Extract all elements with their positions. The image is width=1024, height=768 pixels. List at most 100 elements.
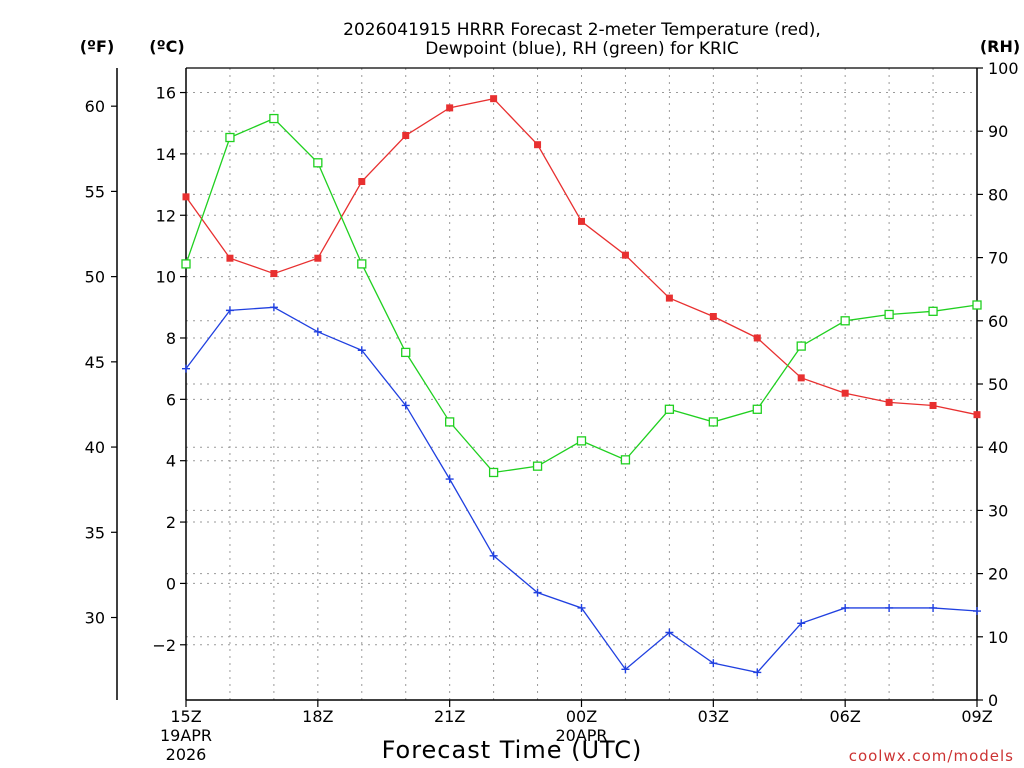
dewpoint-point [225, 306, 234, 315]
fahrenheit-tick-label: 60 [85, 97, 105, 116]
dewpoint-point [797, 619, 806, 628]
temperature-point [621, 251, 629, 259]
axes [116, 67, 978, 701]
dewpoint-point [841, 603, 850, 612]
temperature-point [665, 294, 673, 302]
rh-tick-label: 10 [988, 628, 1008, 647]
rh-point [269, 113, 279, 124]
dewpoint-point [489, 551, 498, 560]
rh-unit-label: (RH) [980, 37, 1020, 56]
rh-point [313, 158, 323, 168]
chart-title-line-1: 2026041915 HRRR Forecast 2-meter Tempera… [343, 20, 821, 40]
x-tick-label: 18Z [302, 707, 333, 726]
dewpoint-point [269, 303, 278, 312]
x-tick-date: 20APR [555, 726, 607, 745]
rh-point [576, 436, 587, 446]
grid-lines [186, 68, 977, 700]
temperature-point [534, 141, 542, 149]
rh-point [972, 300, 982, 310]
dewpoint-point [577, 603, 586, 612]
x-tick-date: 19APR [160, 726, 212, 745]
fahrenheit-tick-label: 40 [85, 438, 105, 457]
temperature-point [753, 334, 761, 342]
dewpoint-point [445, 475, 454, 484]
x-tick-label: 06Z [830, 707, 861, 726]
fahrenheit-tick-label: 30 [85, 609, 105, 628]
rh-point [532, 461, 543, 471]
fahrenheit-tick-label: 35 [85, 523, 105, 542]
celsius-tick-label: 0 [166, 574, 176, 593]
dewpoint-point [929, 603, 938, 612]
rh-tick-label: 80 [988, 185, 1008, 204]
celsius-unit-label: (ºC) [149, 37, 184, 56]
temperature-point [578, 217, 585, 225]
rh-point [752, 404, 762, 414]
dewpoint-point [533, 588, 542, 597]
rh-tick-label: 30 [988, 501, 1008, 520]
rh-point [708, 417, 718, 427]
chart-title-line-2: Dewpoint (blue), RH (green) for KRIC [425, 39, 738, 59]
x-tick-label: 21Z [434, 707, 465, 726]
x-tick-label: 00Z [566, 707, 597, 726]
x-axis-label: Forecast Time (UTC) [382, 736, 643, 764]
data-series [181, 95, 982, 677]
temperature-point [446, 104, 454, 112]
celsius-tick-label: 12 [156, 206, 176, 225]
celsius-tick-label: 10 [156, 268, 176, 287]
celsius-tick-label: 8 [166, 329, 176, 348]
x-tick-label: 09Z [961, 707, 992, 726]
temperature-point [973, 411, 981, 419]
temperature-point [797, 374, 805, 382]
rh-tick-label: 60 [988, 312, 1008, 331]
temperature-point [358, 178, 366, 186]
rh-point [884, 309, 894, 320]
dewpoint-point [753, 668, 762, 677]
rh-tick-label: 20 [988, 565, 1008, 584]
dewpoint-point [182, 364, 190, 373]
rh-point [620, 455, 631, 465]
x-tick-year: 2026 [166, 745, 207, 764]
rh-tick-label: 70 [988, 249, 1008, 268]
rh-tick-label: 50 [988, 375, 1008, 394]
credit-text: coolwx.com/models [849, 747, 1014, 765]
rh-point [445, 417, 455, 427]
temperature-point [885, 398, 893, 406]
fahrenheit-tick-label: 45 [85, 353, 105, 372]
rh-point [796, 341, 806, 351]
dewpoint-point [709, 659, 718, 668]
temperature-point [270, 270, 278, 278]
celsius-tick-label: 6 [166, 390, 176, 409]
temperature-point [841, 389, 849, 397]
rh-point [181, 259, 191, 269]
temperature-point [929, 401, 937, 409]
temperature-point [182, 193, 190, 201]
x-tick-label: 03Z [698, 707, 729, 726]
rh-tick-label: 90 [988, 122, 1008, 141]
celsius-tick-label: 4 [166, 452, 176, 471]
dewpoint-point [885, 603, 894, 612]
temperature-point [402, 131, 410, 139]
x-tick-label: 15Z [170, 707, 201, 726]
rh-point [928, 306, 938, 316]
rh-tick-label: 100 [988, 59, 1019, 78]
dewpoint-point [401, 401, 410, 410]
dewpoint-point [665, 628, 674, 637]
temperature-point [226, 254, 234, 262]
temperature-point [490, 95, 498, 103]
fahrenheit-tick-label: 50 [85, 268, 105, 287]
celsius-tick-label: 2 [166, 513, 176, 532]
fahrenheit-unit-label: (ºF) [80, 37, 115, 56]
temperature-point [709, 313, 717, 321]
rh-point [840, 316, 850, 326]
dewpoint-point [313, 327, 322, 336]
fahrenheit-tick-label: 55 [85, 182, 105, 201]
celsius-tick-label: 14 [156, 145, 176, 164]
rh-point [401, 347, 411, 358]
rh-tick-label: 40 [988, 438, 1008, 457]
rh-tick-label: 0 [988, 691, 998, 710]
dewpoint-point [621, 665, 630, 674]
rh-point [488, 467, 499, 478]
celsius-tick-label: 16 [156, 84, 176, 103]
dewpoint-point [357, 346, 366, 355]
